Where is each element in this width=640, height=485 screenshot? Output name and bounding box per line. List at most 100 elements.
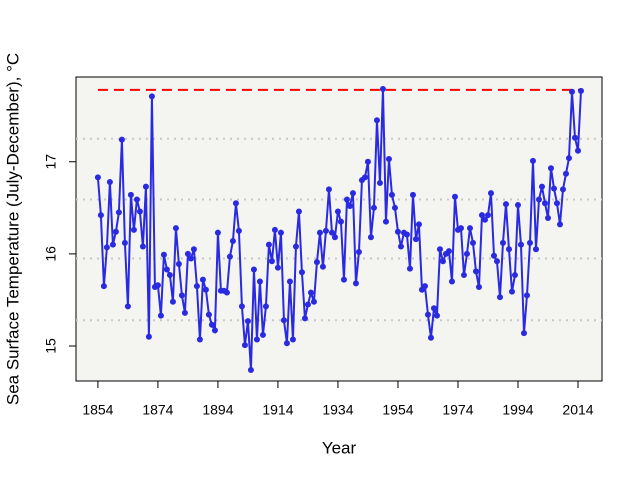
point bbox=[142, 183, 149, 190]
point bbox=[256, 278, 263, 285]
point bbox=[286, 278, 293, 285]
point bbox=[259, 331, 266, 338]
point bbox=[271, 226, 278, 233]
point bbox=[277, 229, 284, 236]
point bbox=[412, 236, 419, 243]
point bbox=[166, 272, 173, 279]
point bbox=[571, 134, 578, 141]
point bbox=[199, 276, 206, 283]
x-tick-label: 1894 bbox=[202, 402, 233, 418]
x-axis-label: Year bbox=[322, 438, 357, 457]
point bbox=[409, 191, 416, 198]
point bbox=[106, 179, 113, 186]
point bbox=[343, 196, 350, 203]
point bbox=[241, 342, 248, 349]
point bbox=[415, 221, 422, 228]
point bbox=[472, 268, 479, 275]
point bbox=[148, 93, 155, 100]
point bbox=[361, 174, 368, 181]
point bbox=[223, 289, 230, 296]
point bbox=[229, 237, 236, 244]
point bbox=[535, 196, 542, 203]
point bbox=[178, 292, 185, 299]
point bbox=[553, 200, 560, 207]
point bbox=[115, 209, 122, 216]
point bbox=[376, 179, 383, 186]
point bbox=[304, 301, 311, 308]
point bbox=[355, 249, 362, 256]
point bbox=[532, 246, 539, 253]
x-tick-label: 1914 bbox=[262, 402, 293, 418]
x-tick-label: 1934 bbox=[322, 402, 353, 418]
point bbox=[511, 272, 518, 279]
point bbox=[268, 258, 275, 265]
point bbox=[460, 272, 467, 279]
y-axis-label: Sea Surface Temperature (July-December),… bbox=[3, 53, 22, 405]
point bbox=[130, 226, 137, 233]
point bbox=[169, 298, 176, 305]
point bbox=[394, 228, 401, 235]
x-tick-label: 1854 bbox=[82, 402, 113, 418]
point bbox=[190, 246, 197, 253]
point bbox=[433, 312, 440, 319]
point bbox=[364, 158, 371, 165]
point bbox=[406, 265, 413, 272]
point bbox=[505, 246, 512, 253]
point bbox=[508, 288, 515, 295]
point bbox=[451, 193, 458, 200]
point bbox=[547, 165, 554, 172]
x-tick-label: 1954 bbox=[382, 402, 413, 418]
point bbox=[100, 283, 107, 290]
point bbox=[538, 183, 545, 190]
point bbox=[103, 244, 110, 251]
point bbox=[205, 311, 212, 318]
y-tick-label: 16 bbox=[43, 246, 59, 262]
point bbox=[154, 282, 161, 289]
point bbox=[301, 315, 308, 322]
point bbox=[430, 305, 437, 312]
point bbox=[493, 258, 500, 265]
point bbox=[121, 239, 128, 246]
point bbox=[562, 170, 569, 177]
point bbox=[232, 200, 239, 207]
point bbox=[112, 228, 119, 235]
point bbox=[127, 191, 134, 198]
x-tick-label: 1994 bbox=[502, 402, 533, 418]
point bbox=[157, 312, 164, 319]
point bbox=[529, 157, 536, 164]
y-tick-label: 15 bbox=[43, 338, 59, 354]
x-tick-label: 1874 bbox=[142, 402, 173, 418]
point bbox=[244, 318, 251, 325]
point bbox=[574, 147, 581, 154]
point bbox=[499, 239, 506, 246]
point bbox=[109, 241, 116, 248]
series-line bbox=[96, 88, 582, 371]
point bbox=[496, 294, 503, 301]
point bbox=[253, 336, 260, 343]
point bbox=[436, 246, 443, 253]
point bbox=[526, 239, 533, 246]
point bbox=[274, 264, 281, 271]
point bbox=[187, 255, 194, 262]
point bbox=[238, 303, 245, 310]
point bbox=[520, 330, 527, 337]
point bbox=[541, 200, 548, 207]
point bbox=[283, 340, 290, 347]
point bbox=[313, 259, 320, 266]
point bbox=[502, 201, 509, 208]
point bbox=[262, 303, 269, 310]
point bbox=[292, 243, 299, 250]
point bbox=[475, 284, 482, 291]
point bbox=[118, 136, 125, 143]
point bbox=[334, 208, 341, 215]
point bbox=[307, 289, 314, 296]
point bbox=[481, 216, 488, 223]
point bbox=[445, 248, 452, 255]
point bbox=[208, 321, 215, 328]
point bbox=[373, 117, 380, 124]
point bbox=[133, 196, 140, 203]
point bbox=[514, 202, 521, 209]
y-tick-label: 17 bbox=[43, 154, 59, 170]
point bbox=[202, 286, 209, 293]
